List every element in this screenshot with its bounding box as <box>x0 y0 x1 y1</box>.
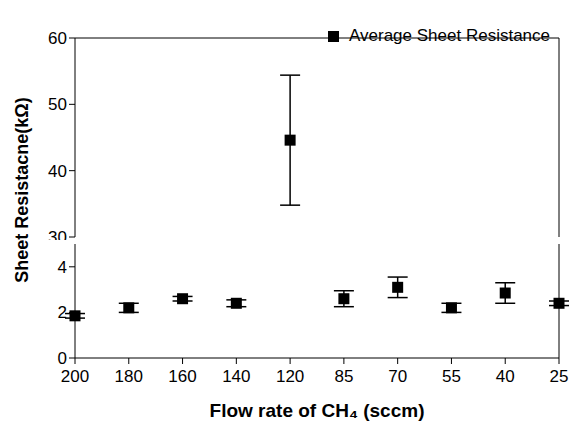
html-text:Flow rate of CH₄ (sccm): Flow rate of CH₄ (sccm) <box>209 400 425 421</box>
svg-text:50: 50 <box>48 95 67 114</box>
svg-text:180: 180 <box>115 367 143 386</box>
svg-text:40: 40 <box>496 367 515 386</box>
svg-text:120: 120 <box>276 367 304 386</box>
svg-text:40: 40 <box>48 162 67 181</box>
svg-text:25: 25 <box>550 367 566 386</box>
svg-text:30: 30 <box>48 228 67 240</box>
svg-text:70: 70 <box>388 367 407 386</box>
svg-text:0: 0 <box>58 349 67 368</box>
svg-text:2: 2 <box>58 303 67 322</box>
svg-text:60: 60 <box>48 29 67 48</box>
svg-text:140: 140 <box>222 367 250 386</box>
svg-text:55: 55 <box>442 367 461 386</box>
svg-text:160: 160 <box>168 367 196 386</box>
svg-text:200: 200 <box>61 367 89 386</box>
svg-text:4: 4 <box>58 258 67 277</box>
html-text:Sheet Resistacne(kΩ): Sheet Resistacne(kΩ) <box>11 97 32 283</box>
svg-text:85: 85 <box>334 367 353 386</box>
html-text:Average Sheet Resistance: Average Sheet Resistance <box>349 26 550 45</box>
